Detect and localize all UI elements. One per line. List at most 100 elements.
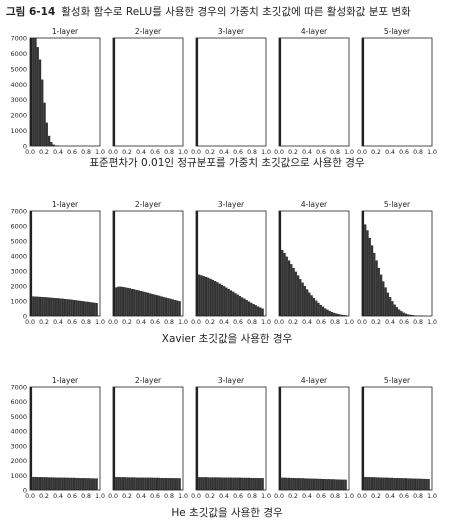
histogram-bar xyxy=(196,211,199,316)
histogram-bar xyxy=(232,291,235,317)
subplot-title: 1-layer xyxy=(52,200,79,209)
histogram-bar xyxy=(36,47,39,147)
histogram-bar xyxy=(386,477,389,491)
y-tick-label: 0 xyxy=(23,143,27,151)
figure-title: 그림 6-14 활성화 함수로 ReLU를 사용한 경우의 가중치 초깃값에 따른… xyxy=(6,4,411,19)
histogram-bar xyxy=(297,275,300,317)
subplot-title: 1-layer xyxy=(52,27,79,36)
histogram-bar xyxy=(79,300,82,317)
subplot-title: 4-layer xyxy=(301,27,328,36)
histogram-bar xyxy=(362,211,365,316)
subplot-title: 5-layer xyxy=(384,200,411,209)
histogram-bar xyxy=(75,300,78,317)
histogram-bar xyxy=(400,478,403,491)
subplot-frame xyxy=(29,210,101,317)
histogram-bar xyxy=(232,477,235,491)
histogram-bar xyxy=(198,477,201,491)
histogram-bar xyxy=(88,302,91,317)
y-tick-label: 4000 xyxy=(10,81,27,89)
x-tick-label: 0.4 xyxy=(219,319,229,326)
histogram-bar xyxy=(409,478,412,491)
x-tick-label: 0.6 xyxy=(67,149,77,156)
histogram-bar xyxy=(32,476,35,491)
y-tick-label: 6000 xyxy=(10,50,27,58)
histogram-bar xyxy=(61,298,64,317)
histogram-bar xyxy=(155,295,159,317)
histogram-bar xyxy=(202,276,205,317)
histogram-bar xyxy=(281,477,284,491)
histogram-bar xyxy=(45,477,48,491)
histogram-bar xyxy=(404,478,408,491)
histogram-bar xyxy=(250,477,253,491)
y-tick-label: 2000 xyxy=(10,112,27,120)
histogram-bar xyxy=(45,122,48,147)
histogram-bar xyxy=(52,477,55,491)
x-tick-label: 1.0 xyxy=(95,149,105,156)
x-tick-label: 0.2 xyxy=(288,493,298,500)
histogram-bar xyxy=(389,297,392,317)
histogram-bar xyxy=(30,38,33,146)
histogram-bar xyxy=(48,477,51,491)
histogram-bar xyxy=(77,477,80,491)
histogram-bar xyxy=(290,477,293,491)
histogram-bar xyxy=(389,477,392,491)
histogram-bar xyxy=(236,477,239,491)
histogram-bar xyxy=(119,286,122,317)
x-tick-label: 0.0 xyxy=(274,149,284,156)
histogram-bar xyxy=(306,289,309,317)
histogram-bar xyxy=(340,479,343,491)
x-tick-label: 0.0 xyxy=(108,319,118,326)
histogram-bar xyxy=(391,477,394,491)
x-tick-label: 0.4 xyxy=(136,493,146,500)
histogram-bar xyxy=(34,37,37,147)
subplot-title: 3-layer xyxy=(218,376,245,385)
histogram-bar xyxy=(151,294,154,317)
subplot-frame xyxy=(361,210,433,317)
x-tick-label: 0.2 xyxy=(122,319,132,326)
histogram-bar xyxy=(220,284,223,317)
x-tick-label: 0.2 xyxy=(371,493,381,500)
histogram-bar xyxy=(287,260,291,317)
histogram-bar xyxy=(344,479,347,491)
histogram-bar xyxy=(200,477,203,491)
histogram-bar xyxy=(93,478,96,491)
subplot-title: 2-layer xyxy=(135,200,162,209)
histogram-bar xyxy=(416,478,419,491)
histogram-bar xyxy=(285,256,288,317)
histogram-bar xyxy=(178,301,181,317)
histogram-bar xyxy=(93,302,96,317)
histogram-bar xyxy=(335,479,338,491)
x-tick-label: 0.8 xyxy=(413,149,423,156)
chart-caption: He 초깃값을 사용한 경우 xyxy=(171,506,283,519)
histogram-bar xyxy=(113,387,116,490)
histogram-bar xyxy=(252,304,255,317)
histogram-bar xyxy=(247,301,251,317)
histogram-bar xyxy=(299,279,302,317)
histogram-bar xyxy=(140,477,143,491)
x-tick-label: 1.0 xyxy=(261,319,271,326)
x-tick-label: 0.6 xyxy=(316,493,326,500)
histogram-bar xyxy=(370,477,374,491)
histogram-bar xyxy=(171,299,174,317)
histogram-bar xyxy=(259,478,262,491)
histogram-bar xyxy=(245,300,248,317)
x-tick-label: 0.6 xyxy=(316,149,326,156)
histogram-bar xyxy=(292,477,295,491)
histogram-bar xyxy=(63,477,67,491)
histogram-bar xyxy=(61,477,64,491)
histogram-bar xyxy=(84,301,87,317)
histogram-bar xyxy=(398,478,401,491)
x-tick-label: 0.4 xyxy=(385,493,395,500)
histogram-bar xyxy=(117,477,120,491)
histogram-bar xyxy=(124,477,127,491)
subplot-frame xyxy=(361,37,433,147)
histogram-bar xyxy=(279,387,282,490)
x-tick-label: 0.8 xyxy=(164,319,174,326)
histogram-bar xyxy=(252,477,255,491)
chart-caption: 표준편차가 0.01인 정규분포를 가중치 초깃값으로 사용한 경우 xyxy=(89,156,365,169)
histogram-bar xyxy=(337,479,340,491)
histogram-bar xyxy=(229,477,233,491)
histogram-bar xyxy=(151,477,154,491)
histogram-bar xyxy=(176,300,179,317)
histogram-bar xyxy=(135,477,138,491)
